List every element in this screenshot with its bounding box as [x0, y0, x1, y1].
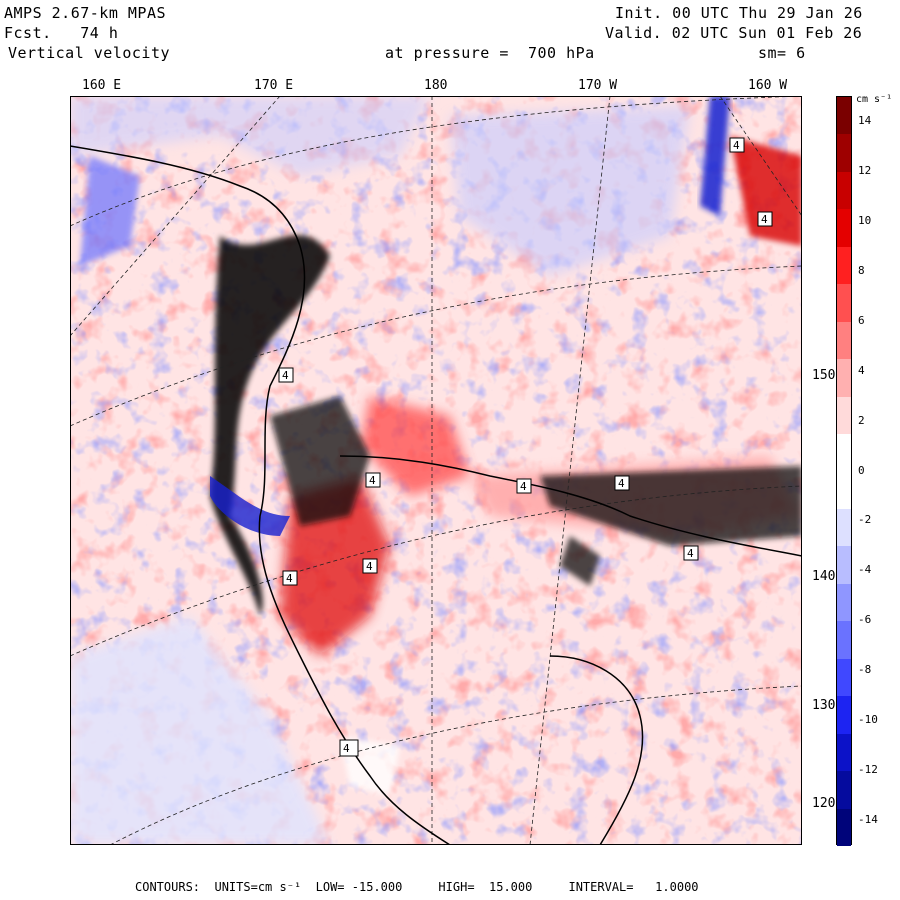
colorbar-segment — [837, 808, 851, 847]
svg-text:4: 4 — [520, 480, 527, 493]
colorbar-tick-label: 6 — [858, 313, 865, 327]
colorbar-tick-label: 0 — [858, 463, 865, 477]
contour-label: 4 — [278, 367, 294, 383]
contour-info: CONTOURS: UNITS=cm s⁻¹ LOW= -15.000 HIGH… — [135, 880, 699, 894]
colorbar-segment — [837, 471, 851, 510]
colorbar-tick-label: -10 — [858, 713, 878, 727]
svg-text:4: 4 — [761, 213, 768, 226]
colorbar — [836, 96, 852, 847]
colorbar-tick-label: 8 — [858, 263, 865, 277]
svg-text:4: 4 — [687, 547, 694, 560]
colorbar-segment — [837, 658, 851, 697]
colorbar-segment — [837, 246, 851, 285]
colorbar-segment — [837, 359, 851, 398]
colorbar-tick-label: -2 — [858, 513, 872, 527]
lon-label-180: 180 — [424, 78, 448, 93]
colorbar-segment — [837, 97, 851, 135]
contour-label: 4 — [757, 211, 773, 227]
vertical-velocity-map: 4 4 4 4 4 4 4 4 4 4 — [70, 96, 802, 845]
colorbar-segment — [837, 583, 851, 622]
svg-text:4: 4 — [369, 474, 376, 487]
colorbar-segment — [837, 321, 851, 360]
svg-text:4: 4 — [366, 560, 373, 573]
colorbar-tick-label: -12 — [858, 763, 878, 777]
svg-text:4: 4 — [343, 742, 350, 755]
field-name: Vertical velocity — [8, 44, 171, 62]
contour-label: 4 — [365, 472, 381, 488]
colorbar-segment — [837, 696, 851, 735]
model-title: AMPS 2.67-km MPAS — [4, 4, 167, 22]
map-frame — [70, 96, 802, 845]
graticule — [70, 96, 802, 845]
svg-text:4: 4 — [286, 572, 293, 585]
contour-labels: 4 4 4 4 4 4 4 4 4 4 — [278, 137, 773, 757]
contour-label: 4 — [683, 545, 699, 561]
colorbar-tick-label: 4 — [858, 363, 865, 377]
lon-label-160w: 160 W — [748, 78, 788, 93]
contour-label: 4 — [339, 739, 359, 757]
contour-label: 4 — [282, 570, 298, 586]
colorbar-segment — [837, 508, 851, 547]
colorbar-segment — [837, 434, 851, 472]
colorbar-segment — [837, 546, 851, 585]
smoothing: sm= 6 — [758, 44, 806, 62]
lon-label-170w: 170 W — [578, 78, 618, 93]
colorbar-tick-label: 2 — [858, 413, 865, 427]
colorbar-tick-label: 12 — [858, 163, 872, 177]
colorbar-tick-label: 14 — [858, 113, 872, 127]
colorbar-segment — [837, 396, 851, 435]
pressure-level: at pressure = 700 hPa — [385, 44, 595, 62]
lat-label-130: 130 — [812, 698, 836, 713]
init-time: Init. 00 UTC Thu 29 Jan 26 — [615, 4, 863, 22]
colorbar-tick-label: -6 — [858, 613, 872, 627]
svg-text:4: 4 — [282, 369, 289, 382]
svg-text:4: 4 — [618, 477, 625, 490]
colorbar-segment — [837, 621, 851, 660]
contour-label: 4 — [729, 137, 745, 153]
lon-label-160e: 160 E — [82, 78, 122, 93]
colorbar-segment — [837, 134, 851, 173]
contour-label: 4 — [516, 478, 532, 494]
forecast-hour: Fcst. 74 h — [4, 24, 119, 42]
colorbar-units: cm s⁻¹ — [856, 94, 893, 105]
colorbar-segment — [837, 284, 851, 323]
contour-label: 4 — [362, 558, 378, 574]
colorbar-tick-label: 10 — [858, 213, 872, 227]
colorbar-segment — [837, 733, 851, 772]
colorbar-tick-label: -14 — [858, 813, 878, 827]
colorbar-tick-label: -8 — [858, 663, 872, 677]
contour-label: 4 — [614, 475, 630, 491]
colorbar-segment — [837, 771, 851, 810]
lon-label-170e: 170 E — [254, 78, 294, 93]
colorbar-tick-label: -4 — [858, 563, 872, 577]
valid-time: Valid. 02 UTC Sun 01 Feb 26 — [605, 24, 863, 42]
colorbar-segment — [837, 171, 851, 210]
colorbar-segment — [837, 209, 851, 248]
svg-text:4: 4 — [733, 139, 740, 152]
